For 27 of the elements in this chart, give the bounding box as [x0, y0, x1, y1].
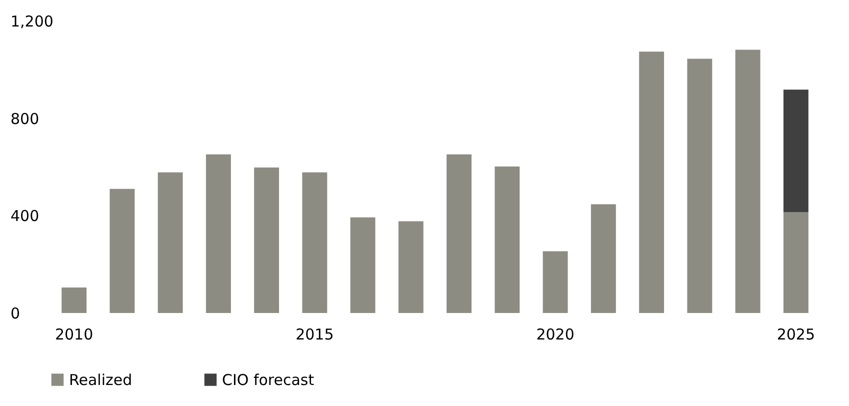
bar — [590, 204, 616, 313]
y-tick-label: 0 — [10, 304, 20, 322]
bar — [687, 58, 712, 313]
bar — [542, 251, 568, 313]
y-tick-label: 400 — [10, 207, 40, 226]
bar — [158, 172, 183, 313]
bar — [639, 52, 664, 313]
bar — [350, 217, 376, 313]
bar — [783, 90, 808, 212]
bar — [302, 172, 328, 313]
bar — [62, 287, 87, 313]
x-tick-label: 2025 — [776, 326, 816, 344]
bar — [206, 154, 231, 313]
legend-label: Realized — [69, 370, 132, 389]
bar — [494, 166, 520, 313]
bar — [398, 221, 424, 313]
x-tick-label: 2020 — [536, 326, 574, 344]
bar — [254, 167, 280, 313]
y-tick-label: 800 — [10, 110, 40, 128]
x-tick-label: 2015 — [296, 326, 334, 344]
bar — [783, 212, 808, 313]
legend-label: CIO forecast — [222, 370, 314, 389]
bar — [446, 154, 472, 313]
bar — [110, 188, 135, 313]
y-tick-label: 1,200 — [10, 12, 54, 30]
x-tick-label: 2010 — [54, 326, 94, 344]
bar — [735, 50, 760, 313]
